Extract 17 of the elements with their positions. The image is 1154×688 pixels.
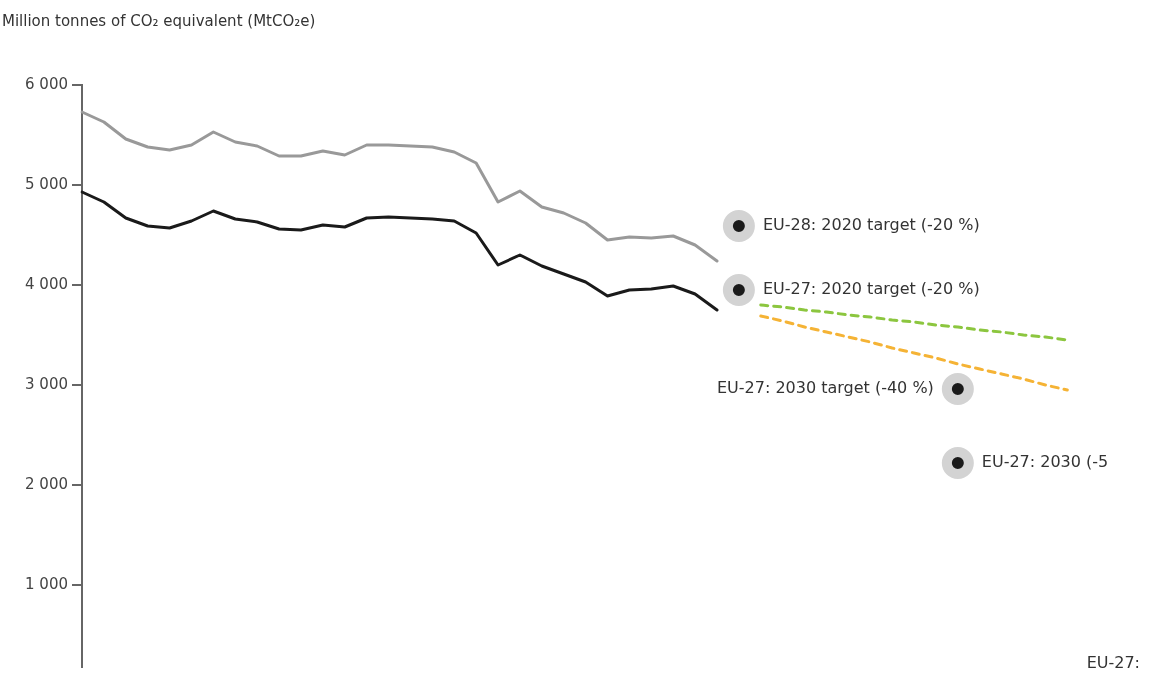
y-axis-title: Million tonnes of CO₂ equivalent (MtCO₂e): [2, 12, 316, 30]
series-label: EU-28: 2020 target (-20 %): [762, 215, 980, 235]
point: [722, 274, 755, 306]
point: [941, 373, 974, 405]
y-tick-label: 6 000: [25, 74, 68, 93]
series-label: EU-27: 2020 target (-20 %): [762, 279, 980, 299]
y-tick-label: 4 000: [25, 274, 68, 293]
annotation: EU-27:: [1086, 653, 1140, 672]
point: [941, 447, 974, 479]
y-tick-label: 2 000: [25, 474, 68, 493]
point: [722, 210, 755, 242]
y-tick-label: 1 000: [25, 574, 68, 593]
y-tick-label: 5 000: [25, 174, 68, 193]
series-label: EU-27: 2030 target (-40 %): [716, 378, 934, 398]
y-tick-label: 3 000: [25, 374, 68, 393]
line-series: [759, 303, 1069, 342]
series-label: EU-27: 2030 (-5: [981, 452, 1109, 472]
